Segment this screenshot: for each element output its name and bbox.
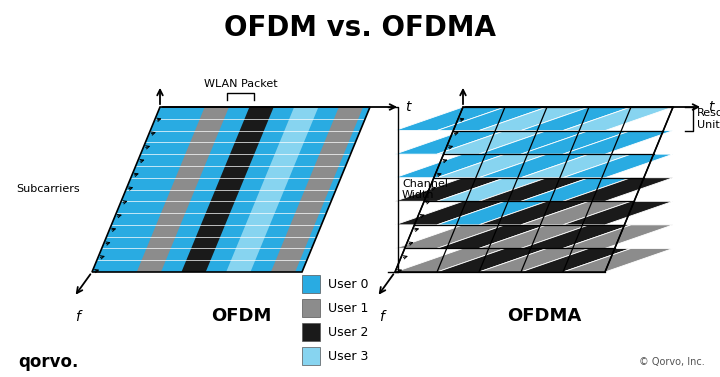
Polygon shape [563,178,673,201]
Polygon shape [181,107,274,272]
Polygon shape [437,225,547,248]
Polygon shape [92,107,184,272]
Polygon shape [563,154,673,178]
Polygon shape [521,154,631,178]
Polygon shape [521,248,631,272]
Text: Subcarriers: Subcarriers [17,184,80,195]
Text: OFDMA: OFDMA [507,307,581,325]
Polygon shape [395,201,505,225]
Text: t: t [708,100,714,114]
Polygon shape [395,248,505,272]
Text: qorvo.: qorvo. [18,353,78,371]
Text: WLAN Packet: WLAN Packet [204,79,277,89]
Polygon shape [479,178,589,201]
Polygon shape [479,225,589,248]
Bar [302,275,320,293]
Text: User 1: User 1 [328,302,369,314]
Polygon shape [395,154,505,178]
Polygon shape [226,107,318,272]
Polygon shape [479,201,589,225]
Text: Channel
Width: Channel Width [402,179,448,200]
Polygon shape [479,130,589,154]
Text: f: f [76,310,81,324]
Text: User 3: User 3 [328,349,369,363]
Polygon shape [563,225,673,248]
Polygon shape [437,248,547,272]
Polygon shape [563,248,673,272]
Text: Resource
Unit: Resource Unit [697,108,720,130]
Text: OFDM: OFDM [211,307,271,325]
Polygon shape [395,225,505,248]
Bar [302,299,320,317]
Text: OFDM vs. OFDMA: OFDM vs. OFDMA [224,14,496,42]
Polygon shape [479,107,589,130]
Polygon shape [563,201,673,225]
Polygon shape [395,130,505,154]
Text: t: t [405,100,410,114]
Polygon shape [271,107,363,272]
Polygon shape [395,107,505,130]
Polygon shape [437,130,547,154]
Polygon shape [521,225,631,248]
Polygon shape [521,130,631,154]
Polygon shape [395,178,505,201]
Text: User 2: User 2 [328,325,369,339]
Text: © Qorvo, Inc.: © Qorvo, Inc. [639,357,705,367]
Polygon shape [437,107,547,130]
Polygon shape [563,130,673,154]
Polygon shape [521,178,631,201]
Bar [302,323,320,341]
Polygon shape [479,154,589,178]
Bar [302,347,320,365]
Polygon shape [92,107,370,272]
Polygon shape [437,154,547,178]
Polygon shape [563,107,673,130]
Polygon shape [437,201,547,225]
Polygon shape [521,201,631,225]
Text: User 0: User 0 [328,277,369,291]
Text: f: f [379,310,384,324]
Polygon shape [137,107,229,272]
Polygon shape [479,248,589,272]
Polygon shape [437,178,547,201]
Polygon shape [521,107,631,130]
